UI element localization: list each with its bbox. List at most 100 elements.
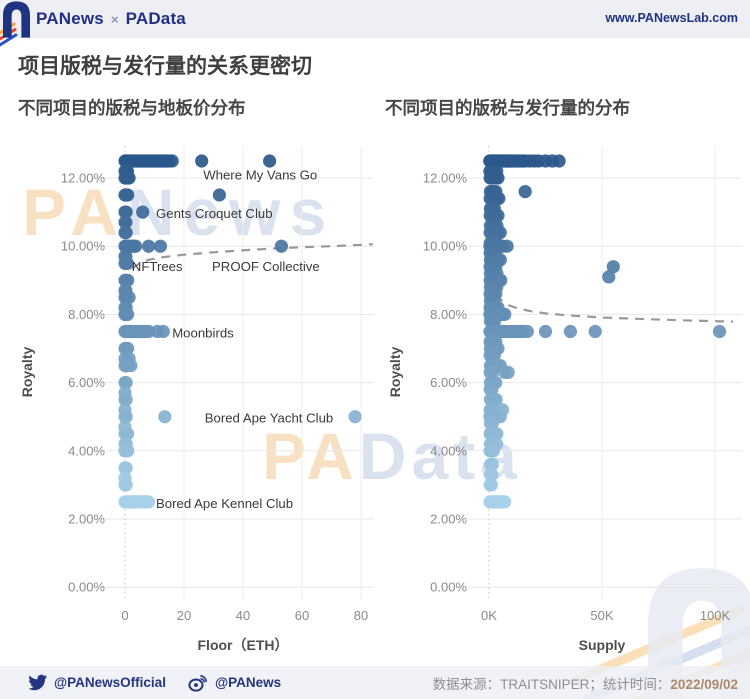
scatter-point xyxy=(499,154,513,168)
scatter-point xyxy=(484,164,498,178)
scatter-point xyxy=(488,273,502,287)
twitter-account: @PANewsOfficial xyxy=(28,674,166,691)
scatter-point xyxy=(488,219,502,233)
scatter-point xyxy=(492,495,506,509)
annotation-label: Moonbirds xyxy=(172,326,234,341)
scatter-point xyxy=(119,376,133,390)
scatter-point xyxy=(491,226,505,240)
scatter-point xyxy=(490,273,504,287)
scatter-point xyxy=(483,365,497,379)
scatter-point xyxy=(124,154,138,168)
scatter-point xyxy=(162,154,176,168)
scatter-point xyxy=(489,341,503,356)
scatter-point xyxy=(483,287,497,301)
scatter-point xyxy=(121,427,135,441)
scatter-point xyxy=(142,154,156,168)
scatter-point xyxy=(505,324,519,339)
scatter-point xyxy=(498,154,512,168)
scatter-point xyxy=(487,359,501,373)
scatter-point xyxy=(489,208,503,223)
scatter-point xyxy=(119,393,133,407)
scatter-point xyxy=(118,290,132,304)
scatter-point xyxy=(121,154,136,168)
scatter-point xyxy=(500,239,514,253)
y-tick-label: 8.00% xyxy=(68,307,105,322)
scatter-point xyxy=(493,154,507,168)
scatter-point xyxy=(489,301,503,315)
scatter-point xyxy=(487,393,501,407)
y-tick-label: 8.00% xyxy=(430,307,467,322)
scatter-point xyxy=(483,307,497,321)
scatter-point xyxy=(491,171,505,185)
watermark-padata: PAData xyxy=(262,419,522,493)
scatter-point xyxy=(503,154,518,168)
scatter-point xyxy=(149,154,163,168)
scatter-point xyxy=(500,154,514,168)
scatter-point xyxy=(125,495,139,509)
scatter-point xyxy=(490,280,504,294)
scatter-point xyxy=(490,266,504,281)
scatter-point xyxy=(486,495,500,509)
scatter-point xyxy=(492,154,506,168)
scatter-point xyxy=(485,393,499,407)
scatter-point xyxy=(488,307,502,321)
scatter-point xyxy=(483,280,497,294)
scatter-point xyxy=(143,154,157,168)
scatter-point xyxy=(486,171,501,185)
trend-line xyxy=(488,263,734,323)
scatter-point xyxy=(492,191,506,206)
scatter-point xyxy=(487,324,501,339)
scatter-point xyxy=(501,154,515,168)
scatter-point xyxy=(487,287,501,301)
scatter-point xyxy=(134,154,148,168)
scatter-point xyxy=(507,154,521,168)
scatter-point xyxy=(483,239,497,253)
scatter-point xyxy=(487,164,501,178)
scatter-point xyxy=(485,185,499,199)
x-tick-label: 0K xyxy=(481,608,497,623)
scatter-point xyxy=(518,185,532,199)
scatter-point xyxy=(118,307,132,321)
scatter-point xyxy=(119,249,133,263)
scatter-point xyxy=(487,239,501,253)
scatter-point xyxy=(119,495,134,509)
scatter-point xyxy=(483,376,497,390)
scatter-point xyxy=(146,154,160,168)
scatter-point xyxy=(538,154,553,168)
scatter-point xyxy=(119,301,133,315)
scatter-point xyxy=(489,185,503,199)
scatter-point xyxy=(527,154,541,168)
y-tick-label: 0.00% xyxy=(430,580,467,595)
scatter-point xyxy=(483,382,497,396)
scatter-point xyxy=(134,324,148,339)
scatter-point xyxy=(496,307,510,321)
scatter-point xyxy=(118,359,132,373)
scatter-point xyxy=(485,246,499,260)
scatter-point xyxy=(491,239,505,253)
scatter-point xyxy=(119,154,133,168)
scatter-point xyxy=(118,249,132,263)
scatter-point xyxy=(483,294,497,308)
scatter-point xyxy=(491,154,505,168)
scatter-point xyxy=(127,324,141,339)
scatter-point xyxy=(484,324,498,339)
scatter-point xyxy=(491,495,505,509)
scatter-point xyxy=(489,226,503,240)
scatter-point xyxy=(712,324,727,339)
scatter-point xyxy=(139,154,153,168)
scatter-point xyxy=(120,324,134,339)
scatter-point xyxy=(125,324,139,339)
scatter-point xyxy=(119,324,133,339)
scatter-point xyxy=(483,324,497,339)
scatter-point xyxy=(159,154,173,168)
x-tick-label: 50K xyxy=(590,608,613,623)
scatter-point xyxy=(487,226,501,240)
scatter-point xyxy=(487,266,501,281)
scatter-point xyxy=(118,256,132,270)
scatter-point xyxy=(489,376,503,390)
website-url: www.PANewsLab.com xyxy=(605,11,738,25)
x-axis-title: Floor（ETH） xyxy=(198,637,289,653)
scatter-point xyxy=(156,154,170,168)
scatter-point xyxy=(496,239,510,253)
scatter-point xyxy=(130,154,144,168)
